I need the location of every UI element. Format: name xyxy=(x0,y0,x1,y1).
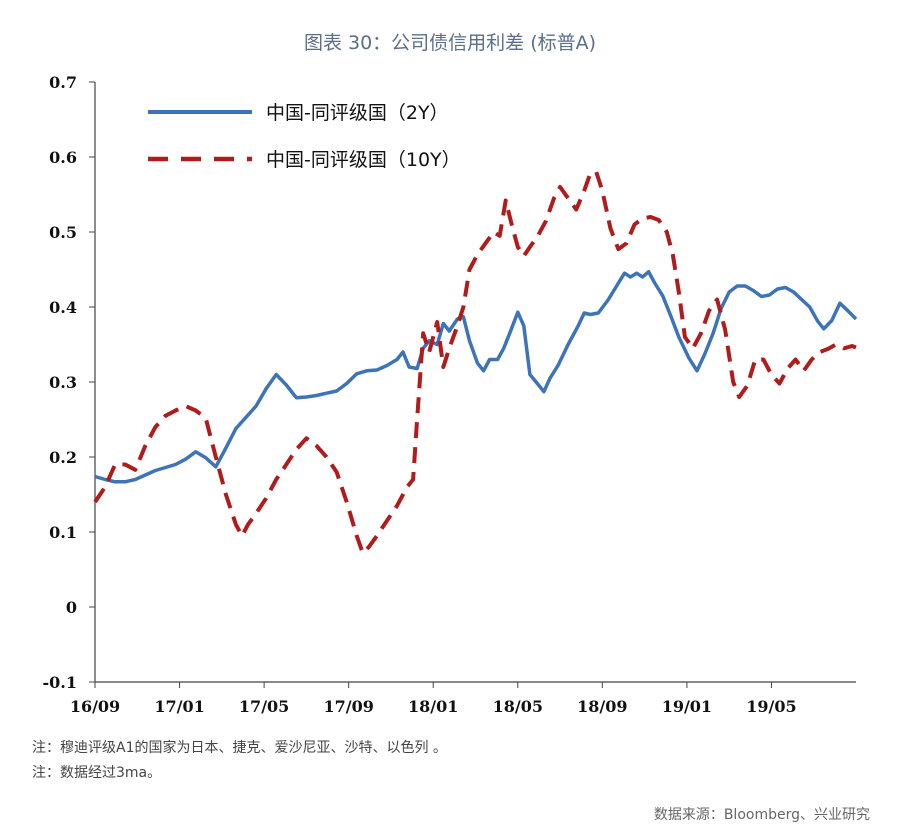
plot-area xyxy=(93,170,858,555)
x-tick-label: 18/05 xyxy=(493,697,543,716)
x-tick-label: 19/01 xyxy=(662,697,712,716)
x-tick-label: 17/09 xyxy=(323,697,373,716)
y-tick-label: 0.6 xyxy=(49,148,77,167)
x-tick-label: 18/01 xyxy=(408,697,458,716)
data-source: 数据来源：Bloomberg、兴业研究 xyxy=(653,807,870,823)
series-line-10y xyxy=(93,170,857,555)
x-tick-label: 17/05 xyxy=(239,697,289,716)
legend-label: 中国-同评级国（10Y） xyxy=(266,149,461,171)
y-tick-label: 0.4 xyxy=(49,298,77,317)
y-axis-tick-labels: -0.1 0 0.1 0.2 0.3 0.4 0.5 0.6 0.7 xyxy=(43,73,77,692)
line-chart: -0.1 0 0.1 0.2 0.3 0.4 0.5 0.6 0.7 16/09 17/01 17/… xyxy=(43,73,858,716)
x-axis-tick-labels: 16/09 17/01 17/05 17/09 18/01 18/05 18/09 19/01… xyxy=(70,697,797,716)
y-tick-label: 0 xyxy=(66,598,77,617)
legend-label: 中国-同评级国（2Y） xyxy=(266,102,449,124)
chart-axes xyxy=(89,81,856,688)
series-line-2y xyxy=(94,269,858,484)
y-tick-label: 0.5 xyxy=(49,223,77,242)
x-tick-label: 16/09 xyxy=(70,697,120,716)
footnote-smoothing: 注：数据经过3ma。 xyxy=(32,765,162,781)
y-tick-label: 0.1 xyxy=(49,523,77,542)
y-tick-label: 0.7 xyxy=(49,73,77,92)
chart-title: 图表 30：公司债信用利差 (标普A) xyxy=(303,32,597,54)
x-tick-label: 17/01 xyxy=(154,697,204,716)
footnote-countries: 注：穆迪评级A1的国家为日本、捷克、爱沙尼亚、沙特、以色列 。 xyxy=(32,740,447,756)
x-tick-label: 19/05 xyxy=(746,697,796,716)
y-tick-label: -0.1 xyxy=(43,673,77,692)
legend: 中国-同评级国（2Y） 中国-同评级国（10Y） xyxy=(148,102,461,171)
y-tick-label: 0.2 xyxy=(49,448,77,467)
x-tick-label: 18/09 xyxy=(577,697,627,716)
y-tick-label: 0.3 xyxy=(49,373,77,392)
